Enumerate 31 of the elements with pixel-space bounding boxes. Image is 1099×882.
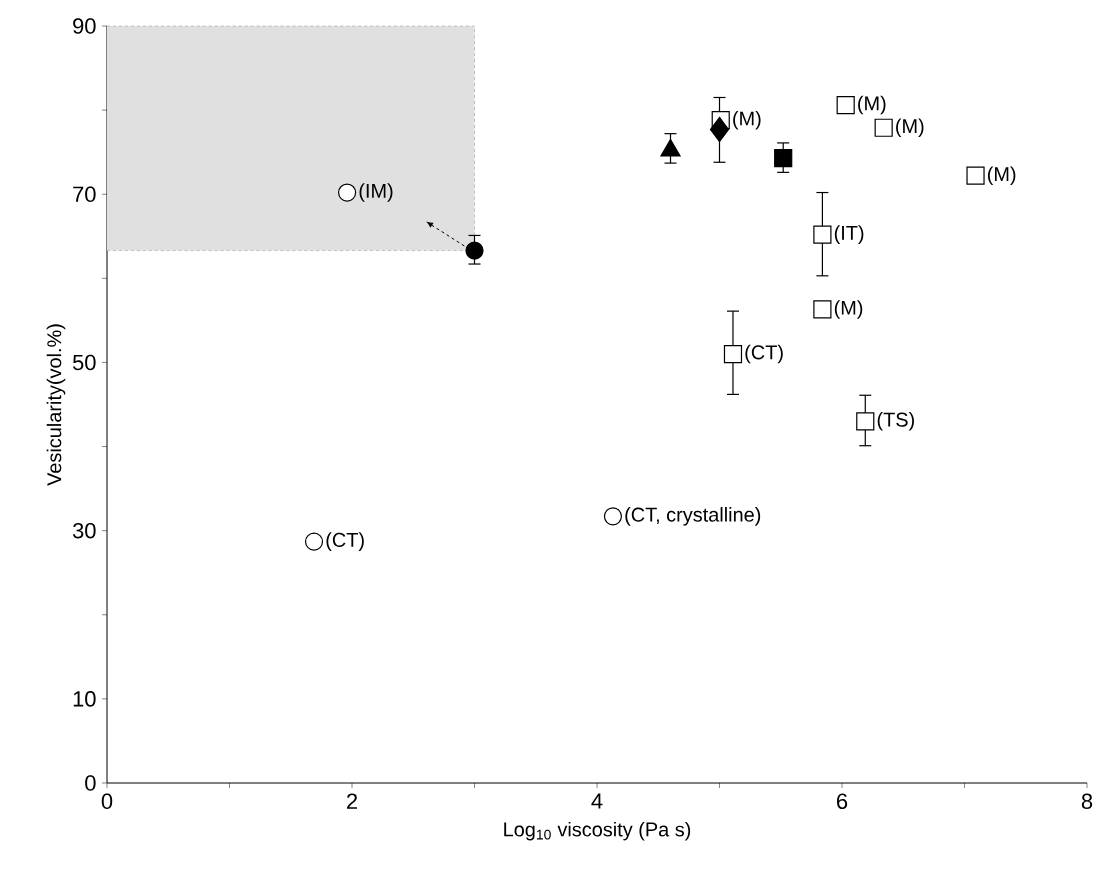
point [774, 148, 793, 168]
annotation: (M) [987, 166, 1016, 185]
annotation: (CT) [326, 532, 364, 551]
point [465, 241, 484, 260]
y-tick-label: 70 [73, 186, 96, 202]
annotation: (M) [896, 118, 924, 138]
annotation: (M) [834, 300, 863, 319]
point [709, 116, 730, 143]
y-axis-title: Vesicularity(vol.%) [46, 324, 66, 486]
annotation: (CT) [745, 344, 783, 364]
annotation: (M) [733, 110, 761, 130]
annotation: (M) [858, 95, 886, 115]
annotation: (IM) [359, 183, 393, 202]
point [813, 225, 832, 244]
annotation: (CT, crystalline) [625, 507, 761, 526]
y-tick-label: 50 [72, 354, 96, 371]
point [856, 412, 875, 431]
y-tick-label: 0 [85, 775, 96, 791]
y-tick-label: 10 [73, 691, 96, 707]
y-tick-label: 90 [73, 18, 96, 34]
x-tick-label: 2 [347, 793, 357, 809]
x-tick-label: 6 [837, 793, 848, 810]
x-tick-label: 0 [101, 793, 113, 810]
point [723, 344, 743, 364]
annotation: (TS) [877, 412, 914, 431]
y-tick-label: 30 [72, 522, 96, 539]
point [338, 183, 357, 202]
annotation: (IT) [834, 225, 864, 244]
x-tick-label: 8 [1081, 793, 1093, 810]
x-axis-title: Log$_{10}$ viscosity (Pa s) [504, 821, 691, 841]
x-tick-label: 4 [591, 793, 603, 809]
